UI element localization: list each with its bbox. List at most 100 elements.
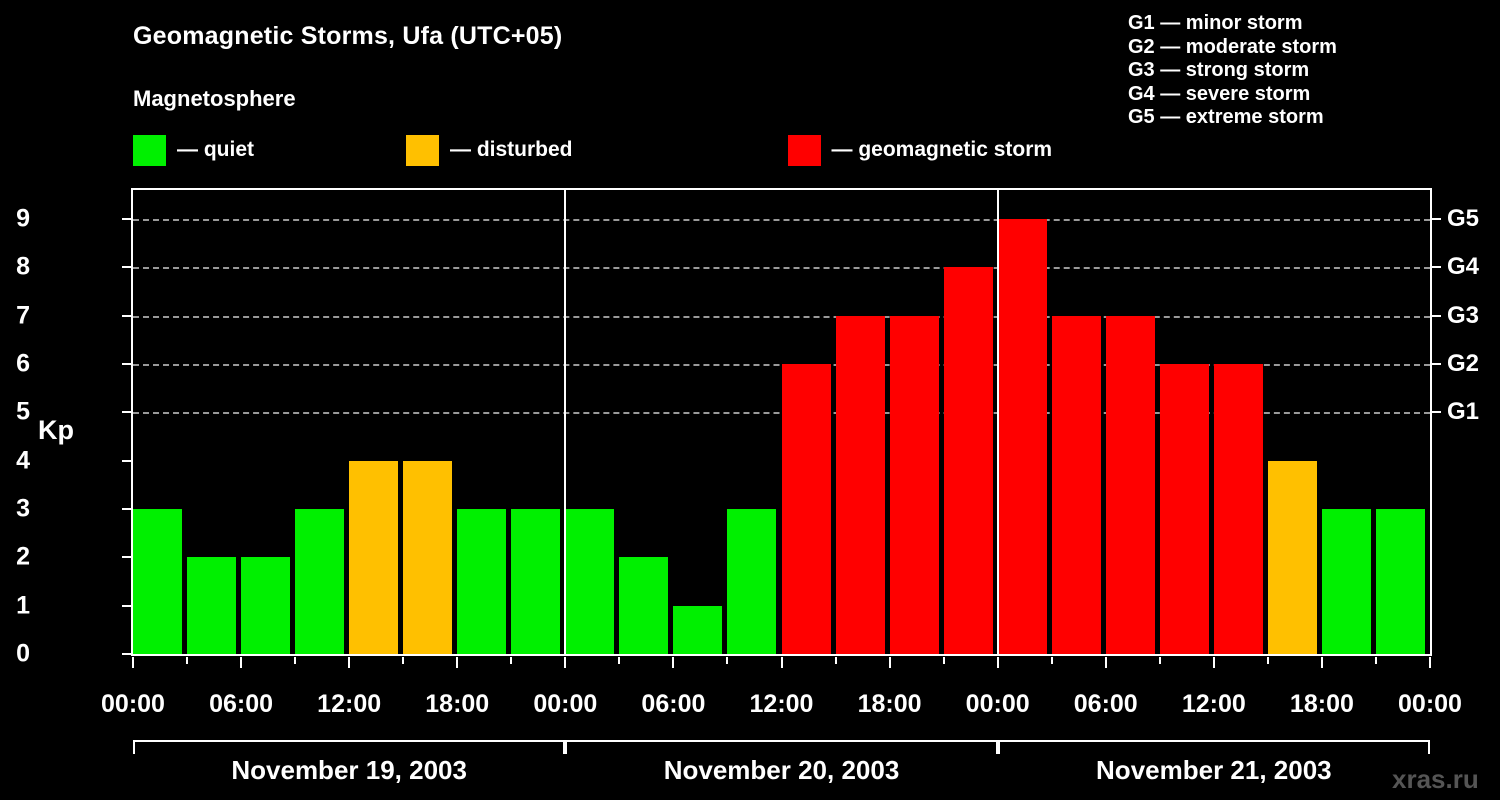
g-tick-mark-g2 (1432, 363, 1441, 365)
x-tick-minor-63 (1266, 657, 1269, 664)
y-tick-mark-7 (122, 314, 131, 317)
g-legend-row-g4: G4 — severe storm (1128, 82, 1311, 105)
y-tick-label-4: 4 (16, 446, 30, 475)
x-tick-major-72 (1429, 657, 1431, 668)
bar (943, 267, 993, 654)
bar (511, 509, 561, 654)
g-axis-label-g3: G3 (1447, 301, 1480, 329)
bar (1267, 460, 1317, 654)
y-tick-label-0: 0 (16, 639, 30, 668)
legend-entry-geomagnetic-storm: — geomagnetic storm (787, 133, 1053, 167)
x-tick-minor-9 (294, 657, 297, 664)
y-tick-label-6: 6 (16, 349, 30, 378)
y-tick-mark-4 (122, 459, 131, 462)
y-tick-label-7: 7 (16, 301, 30, 330)
bar (1105, 315, 1155, 654)
gridline-kp-9 (133, 219, 1430, 221)
bar (673, 605, 723, 654)
day-bracket-2 (997, 740, 1430, 754)
legend-entry-quiet: — quiet (133, 133, 254, 167)
x-tick-minor-57 (1158, 657, 1161, 664)
day-label-1: November 20, 2003 (663, 755, 900, 785)
x-tick-major-0 (132, 657, 134, 668)
x-tick-major-30 (672, 657, 675, 668)
bar (889, 315, 939, 654)
x-tick-minor-33 (726, 657, 729, 664)
x-tick-label-0: 00:00 (101, 690, 165, 718)
bar (1213, 364, 1263, 654)
legend-label-geomagnetic-storm: — geomagnetic storm (831, 138, 1053, 161)
bar (1159, 364, 1209, 654)
legend-label-disturbed: — disturbed (450, 138, 573, 161)
x-tick-label-7: 18:00 (857, 690, 922, 718)
g-tick-mark-g5 (1432, 218, 1441, 220)
x-tick-label-11: 18:00 (1289, 690, 1354, 718)
x-tick-minor-15 (402, 657, 405, 664)
x-tick-label-3: 18:00 (425, 690, 490, 718)
bar (457, 509, 507, 654)
y-tick-label-5: 5 (16, 397, 30, 426)
g-tick-mark-g1 (1432, 411, 1441, 414)
bar (619, 557, 669, 654)
bar (133, 509, 183, 654)
magnetosphere-label: Magnetosphere (133, 86, 296, 111)
x-tick-label-8: 00:00 (965, 690, 1030, 718)
gridline-kp-8 (133, 267, 1430, 270)
y-tick-label-1: 1 (16, 591, 30, 620)
x-tick-major-12 (348, 657, 351, 668)
bar (565, 509, 615, 654)
page-title: Geomagnetic Storms, Ufa (UTC+05) (133, 22, 563, 50)
x-tick-minor-3 (186, 657, 189, 664)
y-tick-label-3: 3 (16, 494, 30, 523)
gridline-kp-7 (133, 315, 1430, 318)
x-tick-label-12: 00:00 (1398, 690, 1462, 718)
g-legend-row-g1: G1 — minor storm (1128, 12, 1303, 34)
y-tick-mark-5 (122, 411, 131, 414)
color-legend: — quiet — disturbed — geomagnetic storm (133, 133, 1052, 167)
y-axis-title: Kp (38, 415, 74, 445)
bar (403, 460, 453, 654)
bar (187, 557, 237, 654)
x-tick-minor-39 (834, 657, 837, 664)
x-tick-label-6: 12:00 (749, 690, 814, 718)
x-tick-label-1: 06:00 (209, 690, 274, 718)
x-tick-major-54 (1104, 657, 1107, 668)
bar (295, 509, 345, 654)
g-legend-row-g3: G3 — strong storm (1128, 59, 1310, 81)
bar (781, 364, 831, 654)
g-scale-legend: G1 — minor storm G2 — moderate storm G3 — … (1128, 12, 1488, 130)
y-tick-mark-3 (122, 508, 131, 510)
y-tick-mark-8 (122, 266, 131, 269)
x-tick-major-6 (240, 657, 243, 668)
x-tick-major-24 (564, 657, 567, 668)
x-tick-label-10: 12:00 (1181, 690, 1246, 718)
bar (835, 315, 885, 654)
y-tick-mark-9 (122, 218, 131, 220)
g-axis-label-g4: G4 (1447, 253, 1480, 281)
day-divider-2 (996, 190, 999, 654)
bar (349, 460, 399, 654)
x-tick-major-66 (1320, 657, 1323, 668)
plot-area (131, 188, 1432, 656)
x-tick-major-42 (888, 657, 891, 668)
x-tick-minor-45 (942, 657, 945, 664)
watermark: xras.ru (1392, 764, 1479, 794)
g-axis-label-g1: G1 (1447, 398, 1480, 426)
bar (727, 509, 777, 654)
x-tick-minor-27 (618, 657, 621, 664)
x-tick-minor-21 (510, 657, 513, 664)
bar (1321, 509, 1371, 654)
x-tick-major-60 (1212, 657, 1215, 668)
y-tick-label-9: 9 (16, 204, 30, 233)
legend-entry-disturbed: — disturbed (406, 133, 573, 167)
y-tick-mark-6 (122, 363, 131, 365)
bar (997, 219, 1047, 654)
y-tick-mark-2 (122, 556, 131, 559)
bar (1375, 509, 1425, 654)
y-tick-mark-0 (122, 653, 131, 655)
legend-swatch-geomagnetic-storm (787, 134, 821, 166)
legend-swatch-quiet (133, 134, 166, 166)
g-tick-mark-g3 (1432, 314, 1441, 317)
g-legend-row-g5: G5 — extreme storm (1128, 106, 1324, 128)
day-bracket-1 (565, 740, 998, 754)
